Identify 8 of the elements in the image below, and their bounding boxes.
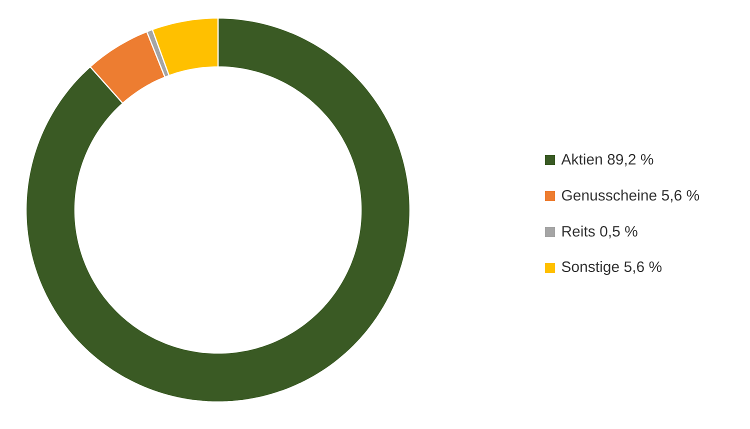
data-label: 89,2 %	[608, 154, 654, 166]
legend-label: Reits	[562, 226, 595, 237]
data-label: 5,6 %	[624, 261, 662, 274]
data-label: 0,5 %	[600, 226, 638, 238]
legend-label: Sonstige	[562, 261, 619, 275]
data-label: 5,6 %	[662, 190, 700, 202]
legend-label: Genusscheine	[562, 190, 656, 201]
legend-label: Aktien	[561, 154, 602, 165]
